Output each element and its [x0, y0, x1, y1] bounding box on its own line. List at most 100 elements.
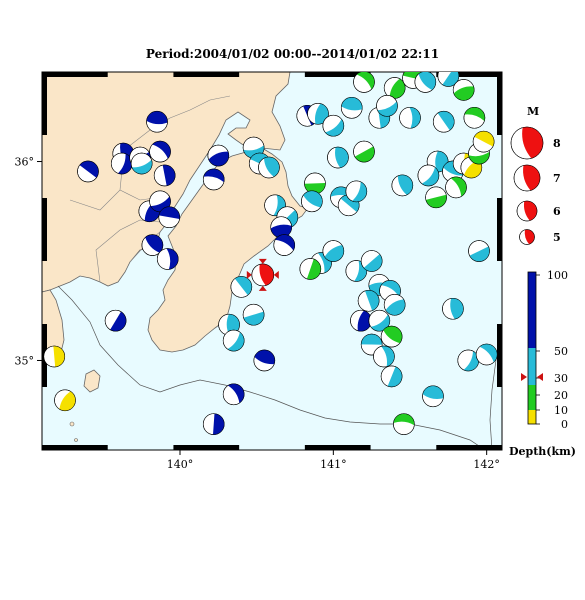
- event-mechanism: [432, 110, 455, 133]
- event-mechanism: [273, 234, 296, 256]
- event-mechanism: [304, 172, 326, 195]
- event-mechanism: [391, 174, 414, 197]
- event-mechanism: [437, 72, 460, 87]
- frame-bar-top: [304, 72, 371, 77]
- event-mechanism: [230, 276, 253, 298]
- depth-marker-right: [537, 373, 543, 381]
- event-mechanism: [258, 156, 280, 179]
- frame-bar-bottom: [436, 445, 502, 450]
- event-mechanism: [463, 106, 486, 129]
- event-mechanism: [380, 365, 403, 388]
- magnitude-legend-title: M: [527, 105, 539, 118]
- frame-bar-left: [42, 198, 47, 261]
- depth-bar-outline: [527, 271, 537, 425]
- event-mechanism: [222, 383, 245, 406]
- frame-bar-bottom: [42, 445, 108, 450]
- event-mechanism: [399, 106, 421, 129]
- frame-bar-bottom: [304, 445, 371, 450]
- event-mechanism: [149, 140, 171, 163]
- event-mechanism: [77, 160, 99, 183]
- frame-bar-top: [173, 72, 240, 77]
- event-mechanism: [380, 325, 403, 348]
- lon-tick-label: 141°: [320, 458, 347, 471]
- land-islet: [69, 421, 75, 427]
- event-mechanism: [357, 289, 380, 312]
- event-mechanism: [368, 309, 391, 332]
- event-mechanism: [360, 250, 383, 272]
- highlight-event: [246, 258, 279, 291]
- magnitude-legend: M 8 7 6 5: [510, 105, 561, 245]
- event-mechanism: [340, 97, 363, 119]
- lon-tick-label: 142°: [473, 458, 500, 471]
- event-mechanism: [156, 248, 179, 270]
- event-mechanism: [253, 349, 276, 372]
- depth-tick-label: 10: [554, 404, 568, 417]
- highlight-marker: [246, 270, 252, 279]
- depth-tick-label: 50: [554, 345, 568, 358]
- event-mechanism: [202, 413, 225, 435]
- event-mechanism: [445, 176, 467, 199]
- event-mechanism: [299, 258, 322, 280]
- frame-bar-top: [436, 72, 502, 77]
- depth-bar-mid-shallow: [528, 385, 536, 410]
- magnitude-legend-label: 5: [553, 231, 561, 244]
- frame-bar-right: [497, 198, 502, 261]
- event-mechanism: [141, 234, 164, 256]
- lat-tick-label: 36°: [15, 156, 35, 169]
- frame-bar-left: [42, 72, 47, 135]
- event-mechanism: [327, 146, 349, 169]
- magnitude-legend-item: 5: [519, 229, 561, 245]
- depth-unit-label: Depth(km): [509, 445, 576, 458]
- event-mechanism: [202, 168, 225, 191]
- event-mechanism: [393, 413, 415, 435]
- event-mechanism: [301, 190, 323, 213]
- event-mechanism: [452, 79, 475, 101]
- depth-bar-deep: [528, 272, 536, 348]
- depth-tick-label: 30: [554, 372, 568, 385]
- land-islet-2: [74, 438, 78, 442]
- frame-bar-top: [42, 72, 108, 77]
- depth-marker-left: [521, 373, 527, 381]
- event-mechanism: [130, 152, 153, 175]
- event-mechanism: [457, 349, 480, 372]
- magnitude-legend-label: 8: [553, 137, 561, 150]
- depth-tick-label: 0: [561, 418, 568, 431]
- event-mechanism: [104, 309, 127, 332]
- land-oshima: [83, 369, 101, 393]
- latitude-labels: 36° 35°: [15, 156, 42, 367]
- event-mechanism: [270, 216, 293, 238]
- highlight-layer: [246, 258, 279, 291]
- depth-legend: 100 50 30 20 100 Depth(km): [509, 269, 576, 458]
- event-mechanism: [353, 72, 375, 93]
- event-mechanism: [222, 329, 245, 352]
- depth-tick-label: 20: [554, 389, 568, 402]
- event-mechanism: [468, 240, 490, 262]
- frame-bar-right: [497, 324, 502, 387]
- magnitude-legend-item: 8: [510, 126, 561, 160]
- event-mechanism: [54, 389, 76, 412]
- event-mechanism: [322, 114, 345, 137]
- event-mechanism: [422, 385, 444, 408]
- event-mechanism: [383, 77, 406, 99]
- event-mechanism: [353, 140, 375, 163]
- event-mechanism: [322, 240, 345, 262]
- magnitude-legend-item: 6: [516, 200, 561, 222]
- prefecture-border: [69, 95, 231, 283]
- event-mechanism: [110, 152, 133, 175]
- event-mechanism: [246, 453, 267, 474]
- event-mechanism: [373, 345, 395, 368]
- longitude-labels: 140° 141° 142°: [167, 450, 500, 471]
- magnitude-legend-item: 7: [513, 164, 561, 192]
- events-layer: [43, 72, 498, 474]
- map-area: [41, 71, 503, 451]
- event-mechanism: [369, 451, 390, 472]
- depth-tick-label: 100: [547, 269, 568, 282]
- event-mechanism: [43, 345, 66, 368]
- magnitude-legend-label: 7: [553, 172, 561, 185]
- highlight-marker: [258, 285, 267, 291]
- depth-bar-middle: [528, 348, 536, 385]
- event-mechanism: [242, 303, 265, 326]
- event-mechanism: [472, 130, 495, 153]
- event-mechanism: [475, 343, 498, 366]
